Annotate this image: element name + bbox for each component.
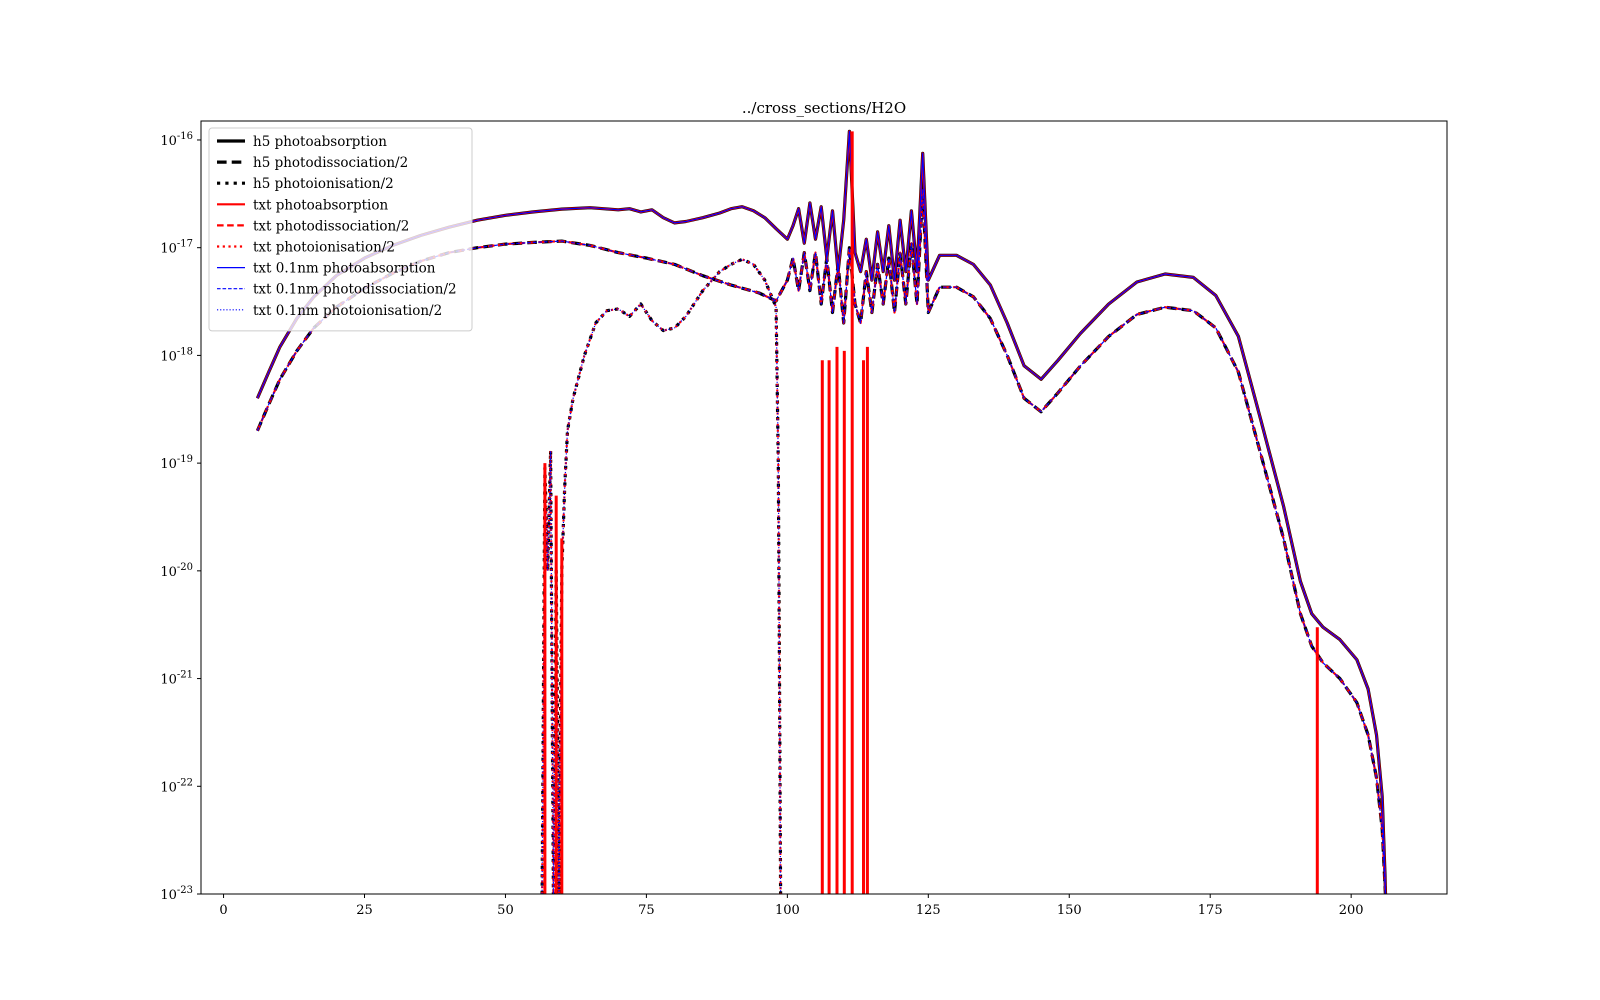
y-tick-label: 10-17 bbox=[160, 239, 193, 257]
x-tick-label: 150 bbox=[1057, 903, 1082, 918]
y-tick-label: 10-22 bbox=[160, 777, 193, 795]
legend-label: txt 0.1nm photoabsorption bbox=[253, 261, 436, 277]
x-tick-label: 25 bbox=[356, 903, 373, 918]
plot-frame bbox=[200, 120, 1448, 895]
series-layer bbox=[255, 129, 1388, 894]
x-tick-label: 175 bbox=[1198, 903, 1223, 918]
x-tick-label: 125 bbox=[916, 903, 941, 918]
x-tick-label: 75 bbox=[638, 903, 655, 918]
x-tick-label: 200 bbox=[1339, 903, 1364, 918]
y-tick-label: 10-19 bbox=[160, 454, 193, 472]
legend-label: txt photodissociation/2 bbox=[253, 218, 409, 234]
y-tick-label: 10-18 bbox=[160, 346, 193, 364]
series-line-3 bbox=[540, 257, 783, 894]
legend-label: h5 photoabsorption bbox=[253, 134, 387, 150]
y-tick-label: 10-21 bbox=[160, 670, 193, 688]
legend-label: txt photoionisation/2 bbox=[253, 240, 395, 256]
legend-box bbox=[208, 127, 473, 332]
y-tick-label: 10-16 bbox=[160, 131, 193, 149]
series-line-9 bbox=[541, 258, 782, 894]
legend-label: h5 photodissociation/2 bbox=[253, 155, 408, 171]
legend-label: txt photoabsorption bbox=[253, 197, 388, 213]
x-axis: 0 25 50 75 100 125 150 175 200 bbox=[219, 894, 1364, 918]
legend-label: txt 0.1nm photodissociation/2 bbox=[253, 282, 457, 298]
legend-label: h5 photoionisation/2 bbox=[253, 176, 394, 192]
y-tick-label: 10-23 bbox=[160, 885, 193, 903]
legend: h5 photoabsorption h5 photodissociation/2… bbox=[208, 127, 473, 332]
x-tick-label: 0 bbox=[219, 903, 227, 918]
series-line-8 bbox=[256, 188, 1387, 894]
x-tick-label: 50 bbox=[497, 903, 514, 918]
chart-title: ../cross_sections/H2O bbox=[742, 99, 906, 117]
legend-label: txt 0.1nm photoionisation/2 bbox=[253, 303, 442, 319]
x-tick-label: 100 bbox=[775, 903, 800, 918]
y-axis: 10-23 10-22 10-21 10-20 10-19 10-18 10-17 10-16 bbox=[160, 131, 201, 903]
y-tick-label: 10-20 bbox=[160, 562, 193, 580]
series-line-6 bbox=[541, 258, 782, 894]
